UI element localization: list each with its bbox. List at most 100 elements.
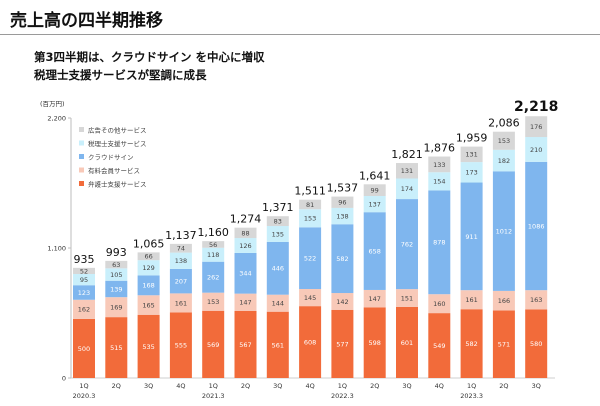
- bar-segment: [202, 261, 225, 293]
- segment-value-label: 567: [239, 341, 251, 349]
- bar-segment: [460, 162, 483, 183]
- bar-segment: [396, 306, 418, 378]
- bar-segment: [73, 299, 95, 319]
- segment-value-label: 561: [272, 341, 284, 349]
- segment-value-label: 571: [498, 341, 510, 349]
- bar-total-label: 1,274: [230, 213, 262, 226]
- y-tick-label: 0: [62, 375, 66, 383]
- segment-value-label: 569: [207, 341, 219, 349]
- bar-segment: [73, 274, 95, 286]
- segment-value-label: 147: [239, 299, 251, 307]
- bar-segment: [169, 252, 192, 269]
- legend-swatch: [79, 140, 84, 146]
- segment-value-label: 598: [368, 339, 380, 347]
- bar-segment: [525, 290, 548, 310]
- bar-segment: [234, 293, 257, 311]
- bar-segment: [234, 227, 257, 239]
- x-tick-label: 1Q: [467, 382, 476, 390]
- bar-segment: [234, 252, 257, 294]
- segment-value-label: 582: [465, 340, 477, 348]
- bar-segment: [137, 260, 160, 276]
- segment-value-label: 126: [239, 242, 251, 250]
- segment-value-label: 344: [239, 270, 251, 278]
- x-year-label: 2021.3: [202, 392, 225, 400]
- y-tick-label: 2,200: [47, 115, 66, 123]
- segment-value-label: 153: [498, 137, 510, 145]
- segment-value-label: 608: [304, 338, 316, 346]
- bar-segment: [202, 241, 225, 248]
- segment-value-label: 137: [368, 200, 380, 208]
- bar-segment: [460, 290, 483, 310]
- bar-segment: [428, 172, 451, 191]
- segment-value-label: 182: [498, 157, 510, 165]
- legend-swatch: [79, 167, 84, 173]
- segment-value-label: 555: [175, 342, 187, 350]
- segment-value-label: 99: [371, 187, 379, 195]
- bar-segment: [202, 247, 225, 262]
- bar-segment: [137, 295, 160, 315]
- bar-segment: [331, 224, 354, 294]
- segment-value-label: 160: [433, 300, 445, 308]
- segment-value-label: 911: [465, 233, 477, 241]
- bar-total-label: 1,641: [359, 169, 391, 182]
- bar-segment: [331, 309, 354, 378]
- bar-segment: [492, 290, 515, 311]
- bar-segment: [363, 196, 386, 213]
- bar-segment: [299, 199, 322, 210]
- bar-segment: [331, 207, 354, 225]
- x-tick-label: 3Q: [273, 382, 282, 390]
- legend-label: 有料会員サービス: [88, 166, 140, 175]
- bar-segment: [525, 161, 548, 291]
- bar-segment: [428, 190, 451, 295]
- legend-swatch: [79, 127, 84, 132]
- y-unit-label: (百万円): [40, 100, 65, 108]
- bar-segment: [266, 216, 289, 227]
- segment-value-label: 142: [336, 298, 348, 306]
- bar-segment: [169, 312, 192, 378]
- segment-value-label: 1086: [528, 222, 545, 230]
- segment-value-label: 1012: [496, 228, 513, 236]
- y-tick-label: 1,100: [47, 245, 66, 253]
- segment-value-label: 138: [175, 257, 187, 265]
- x-year-label: 2023.3: [460, 392, 483, 400]
- segment-value-label: 166: [498, 297, 510, 305]
- segment-value-label: 52: [80, 267, 88, 275]
- bar-segment: [396, 199, 418, 290]
- x-year-label: 2022.3: [331, 392, 354, 400]
- legend-label: 広告その他サービス: [88, 126, 147, 135]
- segment-value-label: 176: [530, 123, 542, 131]
- bar-segment: [525, 137, 548, 162]
- segment-value-label: 582: [336, 255, 348, 263]
- segment-value-label: 153: [207, 298, 219, 306]
- bar-segment: [492, 171, 515, 291]
- bar-segment: [169, 293, 192, 313]
- segment-value-label: 601: [401, 339, 413, 347]
- bar-total-label: 1,876: [424, 142, 456, 155]
- bar-segment: [299, 209, 322, 228]
- bar-segment: [492, 310, 515, 378]
- bar-segment: [105, 268, 128, 281]
- segment-value-label: 207: [175, 278, 187, 286]
- segment-value-label: 762: [401, 241, 413, 249]
- bar-segment: [331, 196, 354, 208]
- x-tick-label: 3Q: [532, 382, 541, 390]
- segment-value-label: 145: [304, 294, 316, 302]
- segment-value-label: 105: [110, 271, 122, 279]
- segment-value-label: 163: [530, 296, 542, 304]
- x-tick-label: 4Q: [176, 382, 185, 390]
- segment-value-label: 135: [272, 230, 284, 238]
- bar-segment: [137, 314, 160, 378]
- bar-segment: [525, 116, 548, 138]
- bar-segment: [169, 268, 192, 294]
- segment-value-label: 118: [207, 251, 219, 259]
- segment-value-label: 210: [530, 146, 542, 154]
- x-tick-label: 3Q: [402, 382, 411, 390]
- segment-value-label: 129: [142, 264, 154, 272]
- legend-swatch: [79, 181, 84, 186]
- bar-segment: [202, 310, 225, 378]
- bar-segment: [460, 182, 483, 291]
- segment-value-label: 161: [175, 299, 187, 307]
- bar-total-label: 1,959: [456, 132, 488, 145]
